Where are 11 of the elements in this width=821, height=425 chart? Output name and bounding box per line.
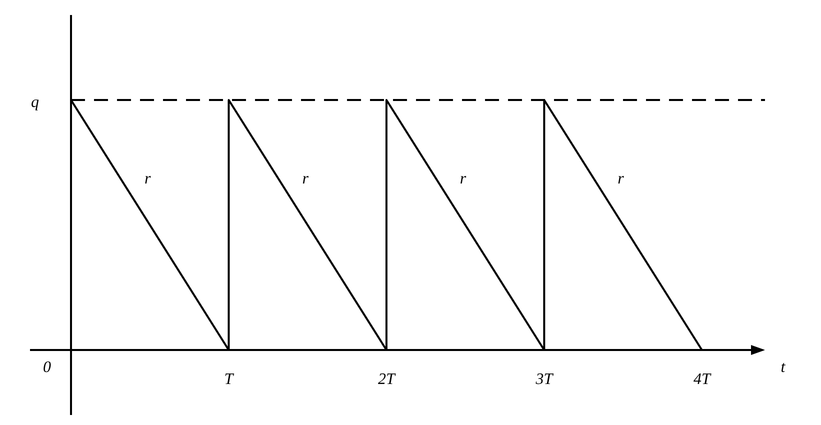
ref-line-label: q bbox=[31, 94, 40, 112]
x-tick-label: 2T bbox=[378, 371, 396, 388]
annotation: r bbox=[302, 170, 310, 188]
annotation: r bbox=[144, 170, 152, 188]
x-axis-title: t bbox=[780, 359, 786, 376]
x-tick-label: 3T bbox=[534, 371, 554, 388]
annotation: r bbox=[618, 170, 625, 188]
annotation: r bbox=[460, 170, 467, 188]
x-tick-label: 4T bbox=[693, 371, 712, 388]
text: 0 bbox=[43, 359, 52, 376]
x-tick-label: T bbox=[224, 371, 234, 388]
